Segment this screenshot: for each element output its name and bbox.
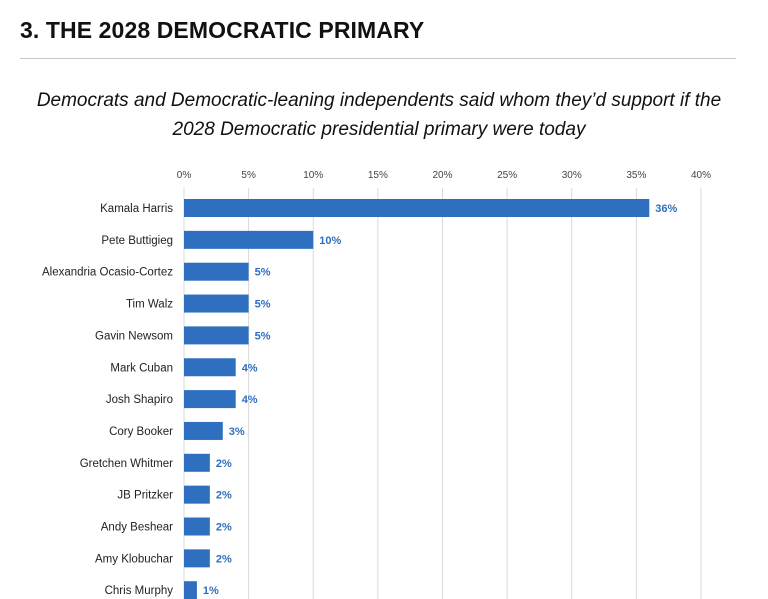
data-label: 4% — [242, 394, 258, 406]
data-label: 3% — [229, 426, 245, 438]
category-label: Gretchen Whitmer — [80, 458, 173, 470]
bar — [184, 581, 197, 599]
x-tick-label: 25% — [497, 170, 517, 181]
subtitle-line-2: 2028 Democratic presidential primary wer… — [172, 119, 586, 140]
bar — [184, 262, 249, 281]
bar — [184, 358, 236, 377]
bar-chart: 0% 5% 10% 15% 20% 25% 30% 35% 40% Kamala Harris P… — [42, 170, 711, 599]
x-tick-label: 15% — [368, 170, 388, 181]
x-tick-label: 35% — [626, 170, 646, 181]
category-label: Pete Buttigieg — [101, 235, 173, 247]
bar — [184, 485, 210, 504]
data-label: 2% — [216, 522, 232, 534]
category-label: Alexandria Ocasio-Cortez — [42, 267, 173, 279]
x-tick-label: 20% — [432, 170, 452, 181]
data-label: 36% — [655, 203, 677, 215]
bar — [184, 326, 249, 345]
x-tick-label: 5% — [241, 170, 256, 181]
bar — [184, 549, 210, 568]
category-label: JB Pritzker — [117, 490, 173, 502]
category-label: Cory Booker — [109, 426, 173, 438]
subtitle-line-1: Democrats and Democratic-leaning indepen… — [36, 90, 722, 111]
bar — [184, 294, 249, 313]
data-label: 1% — [203, 585, 219, 597]
x-tick-label: 10% — [303, 170, 323, 181]
title-divider — [20, 58, 736, 59]
section-title: 3. THE 2028 DEMOCRATIC PRIMARY — [20, 17, 425, 43]
data-label: 2% — [216, 490, 232, 502]
data-label: 2% — [216, 553, 232, 565]
data-labels: 36% 10% 5% 5% 5% 4% 4% 3% 2% 2% 2% 2% 1% — [203, 203, 678, 597]
data-label: 5% — [255, 299, 271, 311]
category-label: Mark Cuban — [110, 362, 173, 374]
bar — [184, 517, 210, 536]
category-labels: Kamala Harris Pete Buttigieg Alexandria Oc… — [42, 203, 173, 597]
bar — [184, 390, 236, 409]
category-label: Kamala Harris — [100, 203, 173, 215]
data-label: 2% — [216, 458, 232, 470]
bars — [184, 199, 650, 599]
x-tick-label: 0% — [177, 170, 192, 181]
chart-subtitle: Democrats and Democratic-leaning indepen… — [0, 86, 758, 144]
x-axis-ticks: 0% 5% 10% 15% 20% 25% 30% 35% 40% — [177, 170, 711, 181]
bar — [184, 453, 210, 472]
bar — [184, 199, 650, 217]
data-label: 5% — [255, 267, 271, 279]
category-label: Andy Beshear — [101, 522, 173, 534]
x-tick-label: 40% — [691, 170, 711, 181]
category-label: Josh Shapiro — [106, 394, 173, 406]
data-label: 10% — [319, 235, 341, 247]
category-label: Amy Klobuchar — [95, 553, 173, 565]
category-label: Tim Walz — [126, 299, 173, 311]
category-label: Chris Murphy — [105, 585, 174, 597]
bar — [184, 421, 223, 440]
data-label: 5% — [255, 330, 271, 342]
category-label: Gavin Newsom — [95, 330, 173, 342]
bar — [184, 230, 314, 249]
gridlines — [183, 188, 702, 599]
data-label: 4% — [242, 362, 258, 374]
x-tick-label: 30% — [562, 170, 582, 181]
